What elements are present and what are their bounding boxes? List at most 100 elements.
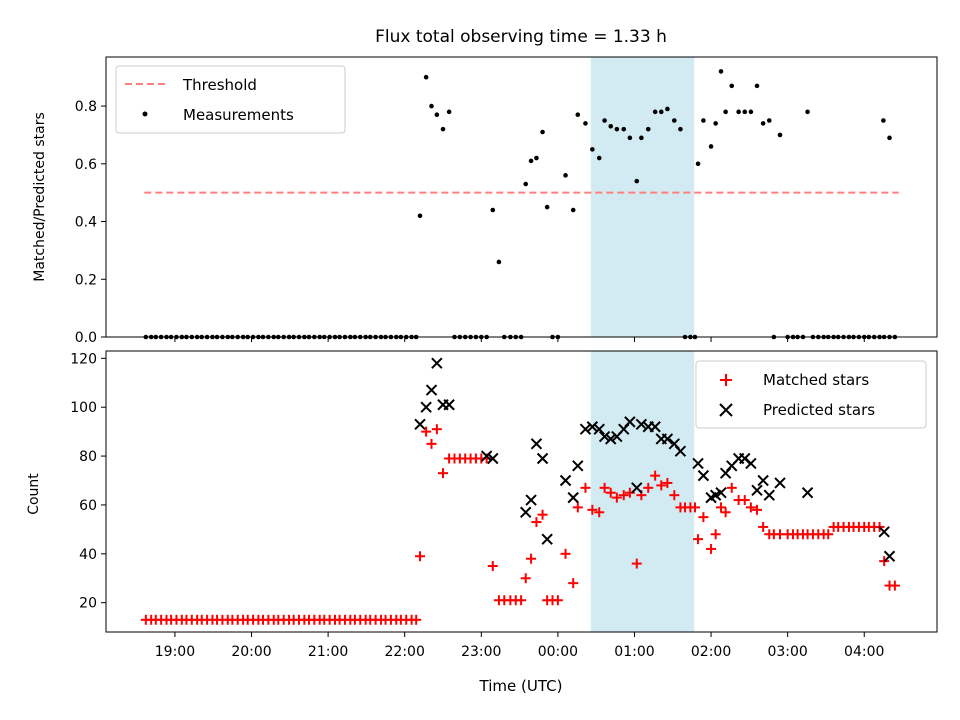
predicted-star-point xyxy=(751,484,763,496)
matched-star-point xyxy=(415,551,426,562)
top-y-axis-label: Matched/Predicted stars xyxy=(32,112,48,282)
measurement-point xyxy=(805,109,810,115)
predicted-star-point xyxy=(593,423,605,435)
predicted-star-point xyxy=(480,450,493,462)
matched-star-point xyxy=(526,553,537,564)
measurement-point xyxy=(887,135,892,141)
measurement-point xyxy=(701,118,706,123)
measurement-point xyxy=(760,121,766,126)
predicted-star-point xyxy=(525,494,537,506)
y-tick-label: 40 xyxy=(79,547,97,563)
top-x-ticks xyxy=(174,337,865,342)
y-tick-label: 100 xyxy=(70,400,97,416)
matched-star-point xyxy=(580,482,591,493)
measurement-point xyxy=(496,259,502,265)
matched-star-point xyxy=(706,543,717,554)
measurement-point xyxy=(602,118,607,123)
matched-star-point xyxy=(568,578,579,589)
top-panel: 0.00.20.40.60.8 Matched/Predicted stars … xyxy=(32,56,938,346)
bottom-y-axis-label: Count xyxy=(26,473,42,515)
measurement-point xyxy=(678,126,683,132)
matched-star-point xyxy=(758,521,769,532)
measurement-point xyxy=(645,126,651,132)
measurement-point xyxy=(621,126,627,132)
matched-star-point xyxy=(650,470,661,481)
x-tick-label: 04:00 xyxy=(844,644,884,660)
measurement-point xyxy=(417,213,423,219)
bottom-axes-frame xyxy=(105,350,938,633)
measurement-point xyxy=(754,83,760,89)
measurement-point xyxy=(440,126,446,132)
matched-star-point xyxy=(431,424,442,435)
matched-star-point xyxy=(752,504,763,515)
matched-star-point xyxy=(693,534,704,545)
y-tick-label: 20 xyxy=(79,596,97,612)
predicted-star-point xyxy=(487,452,499,465)
measurement-point xyxy=(634,178,640,184)
measurement-point xyxy=(718,69,724,74)
predicted-star-point xyxy=(635,418,648,431)
matched-star-point xyxy=(662,477,673,488)
matched-star-point xyxy=(537,509,548,520)
matched-star-point xyxy=(710,529,721,540)
measurement-point xyxy=(423,74,429,80)
predicted-star-point xyxy=(567,491,579,504)
predicted-star-point xyxy=(674,445,687,457)
predicted-star-point xyxy=(572,460,584,472)
matched-star-point xyxy=(611,492,622,503)
measurement-point xyxy=(575,112,581,118)
measurement-point xyxy=(729,83,735,89)
measurement-point xyxy=(695,161,701,167)
predicted-star-point xyxy=(692,457,704,470)
matched-stars-points xyxy=(140,424,900,625)
measurement-point xyxy=(490,207,496,213)
matched-star-point xyxy=(516,595,527,606)
matched-star-point xyxy=(643,482,654,493)
matched-star-point xyxy=(879,556,890,567)
measurement-point xyxy=(639,135,644,141)
predicted-star-point xyxy=(530,438,543,450)
x-tick-label: 20:00 xyxy=(231,644,271,660)
x-tick-label: 03:00 xyxy=(767,644,807,660)
y-tick-label: 80 xyxy=(79,449,97,465)
x-tick-label: 23:00 xyxy=(461,644,501,660)
observing-window-band xyxy=(590,351,695,632)
matched-star-point xyxy=(656,480,667,491)
matched-star-point xyxy=(716,502,727,513)
measurement-point xyxy=(563,173,568,178)
bottom-y-ticks: 20 40 60 80 100 120 xyxy=(70,351,106,612)
measurement-point xyxy=(627,135,633,141)
legend-threshold-label: Threshold xyxy=(182,76,257,94)
predicted-star-point xyxy=(536,452,549,465)
matched-star-point xyxy=(698,512,709,523)
predicted-star-point xyxy=(598,430,611,443)
predicted-star-point xyxy=(605,433,617,445)
top-legend-box xyxy=(115,65,346,134)
matched-star-point xyxy=(520,573,531,584)
chart-title: Flux total observing time = 1.33 h xyxy=(375,27,667,47)
predicted-star-point xyxy=(443,399,455,411)
x-axis-label: Time (UTC) xyxy=(479,677,563,695)
measurement-point xyxy=(748,109,754,115)
measurement-point xyxy=(658,109,664,115)
legend-measurements-swatch xyxy=(142,111,148,117)
measurement-point xyxy=(434,112,440,118)
matched-star-point xyxy=(889,580,900,591)
measurement-point xyxy=(614,126,620,132)
measurement-point xyxy=(583,121,588,126)
x-tick-label: 02:00 xyxy=(691,644,731,660)
legend-matched-swatch xyxy=(720,374,732,386)
predicted-star-point xyxy=(878,526,890,538)
matched-star-point xyxy=(669,490,680,501)
legend-measurements-label: Measurements xyxy=(183,106,294,124)
matched-star-point xyxy=(587,504,598,515)
y-tick-label: 120 xyxy=(70,351,97,367)
measurement-point xyxy=(570,207,576,213)
predicted-star-point xyxy=(624,416,636,428)
measurement-point xyxy=(665,106,670,112)
matched-star-point xyxy=(631,558,642,569)
predicted-star-point xyxy=(715,487,727,499)
x-tick-label: 21:00 xyxy=(308,644,348,660)
top-legend: Threshold Measurements xyxy=(115,65,346,134)
